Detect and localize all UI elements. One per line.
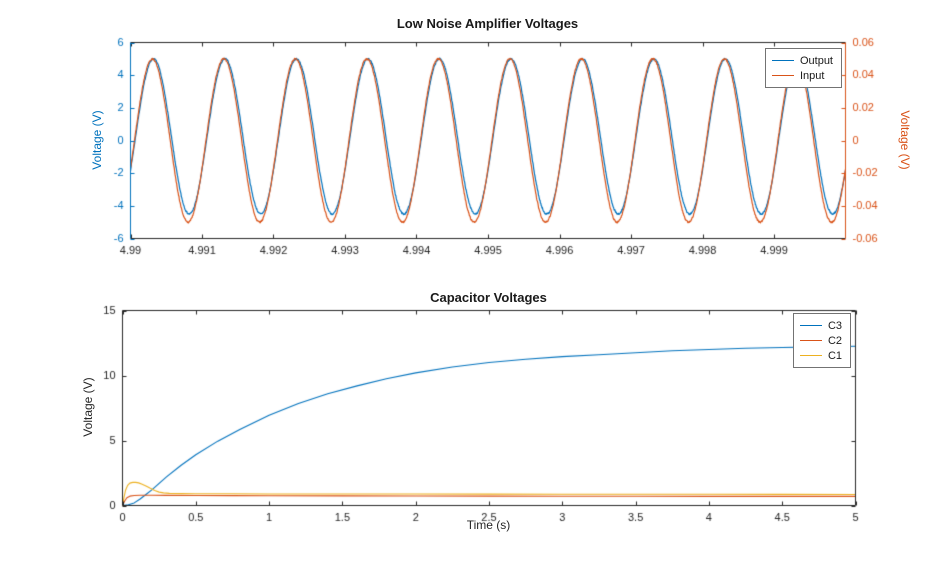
capacitor-voltages-plot [0, 280, 946, 569]
legend-entry-input: Input [771, 68, 833, 83]
lna-right-y-axis-label: Voltage (V) [898, 110, 912, 170]
cap-chart-title: Capacitor Voltages [430, 290, 547, 305]
legend-entry-c1: C1 [799, 348, 842, 363]
legend-line-swatch [799, 325, 822, 326]
lna-voltages-plot [0, 0, 946, 280]
legend-line-swatch [799, 340, 822, 341]
cap-y-axis-label: Voltage (V) [81, 377, 95, 437]
lna-chart-title: Low Noise Amplifier Voltages [396, 16, 579, 31]
legend-entry-c2: C2 [799, 333, 842, 348]
legend-label: Input [799, 69, 825, 82]
legend-label: C3 [827, 319, 842, 332]
cap-x-axis-label: Time (s) [466, 518, 511, 532]
legend-entry-c3: C3 [799, 318, 842, 333]
legend-label: C2 [827, 334, 842, 347]
legend-label: C1 [827, 349, 842, 362]
legend-line-swatch [799, 355, 822, 356]
cap-legend: C3 C2 C1 [792, 313, 851, 368]
legend-entry-output: Output [771, 53, 833, 68]
legend-line-swatch [771, 75, 794, 76]
lna-left-y-axis-label: Voltage (V) [90, 110, 104, 170]
legend-line-swatch [771, 60, 794, 61]
legend-label: Output [799, 54, 833, 67]
lna-legend: Output Input [764, 48, 842, 88]
